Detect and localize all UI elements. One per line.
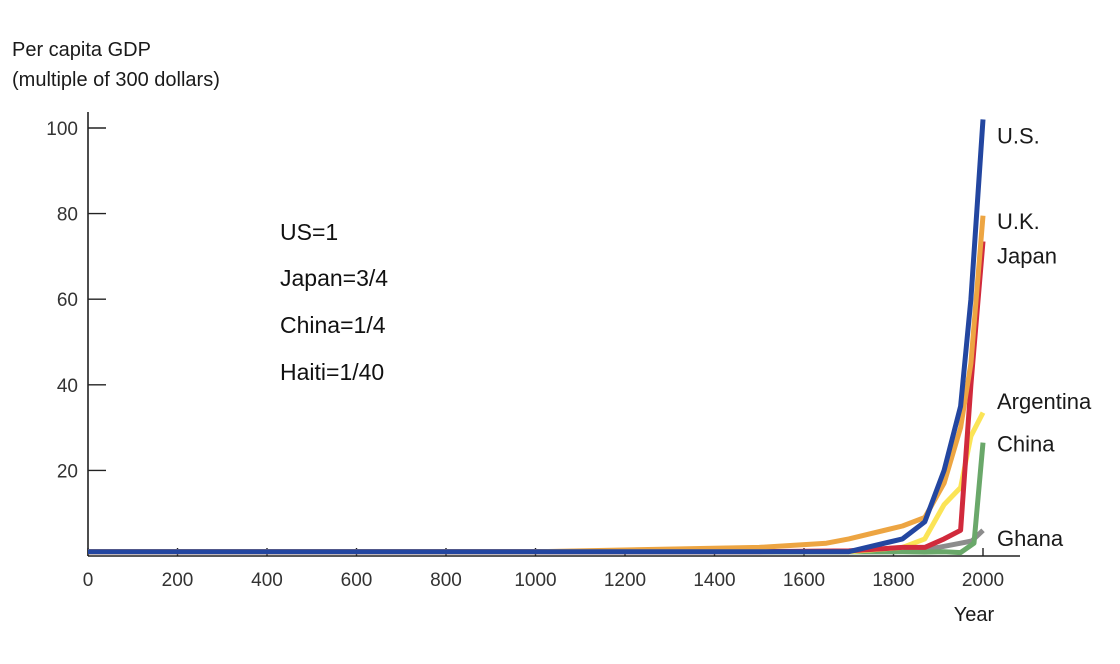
- x-tick-label: 1400: [693, 570, 735, 591]
- x-tick-label: 200: [162, 570, 194, 591]
- x-tick-label: 0: [83, 570, 94, 591]
- series-label-ghana: Ghana: [997, 526, 1064, 551]
- series-line-us: [88, 119, 986, 555]
- y-tick-label: 80: [57, 205, 78, 226]
- x-axis-title: Year: [954, 604, 995, 626]
- annotation-us: US=1: [280, 219, 338, 245]
- series-line-argentina: [88, 411, 986, 555]
- y-tick-label: 40: [57, 376, 78, 397]
- x-tick-label: 1200: [604, 570, 646, 591]
- y-tick-label: 60: [57, 290, 78, 311]
- y-tick-label: 100: [46, 119, 78, 140]
- y-axis-title-line-2: (multiple of 300 dollars): [12, 69, 220, 91]
- x-tick-label: 600: [341, 570, 373, 591]
- x-tick-label: 1000: [514, 570, 556, 591]
- x-tick-label: 400: [251, 570, 283, 591]
- y-axis: 20 40 60 80 100: [46, 112, 106, 556]
- annotation-china: China=1/4: [280, 312, 386, 338]
- series-label-china: China: [997, 432, 1055, 457]
- series-line-china: [88, 442, 986, 556]
- x-axis: 0 200 400 600 800 1000 1200 1400 1600 1800 2000: [83, 548, 1020, 591]
- x-tick-label: 2000: [962, 570, 1004, 591]
- annotation-japan: Japan=3/4: [280, 265, 388, 291]
- annotation-block: US=1 Japan=3/4 China=1/4 Haiti=1/40: [280, 219, 388, 385]
- series-label-japan: Japan: [997, 243, 1057, 268]
- y-tick-label: 20: [57, 461, 78, 482]
- x-tick-label: 1800: [872, 570, 914, 591]
- y-axis-title-line-1: Per capita GDP: [12, 39, 151, 61]
- series-label-us: U.S.: [997, 124, 1040, 149]
- x-tick-label: 800: [430, 570, 462, 591]
- annotation-haiti: Haiti=1/40: [280, 359, 384, 385]
- series-line-japan: [88, 241, 986, 555]
- x-tick-label: 1600: [783, 570, 825, 591]
- series-label-argentina: Argentina: [997, 389, 1092, 414]
- series-line-uk: [88, 215, 986, 555]
- series-lines: [88, 119, 986, 556]
- series-labels: Ghana China Argentina Japan U.K. U.S.: [997, 124, 1092, 551]
- series-label-uk: U.K.: [997, 209, 1040, 234]
